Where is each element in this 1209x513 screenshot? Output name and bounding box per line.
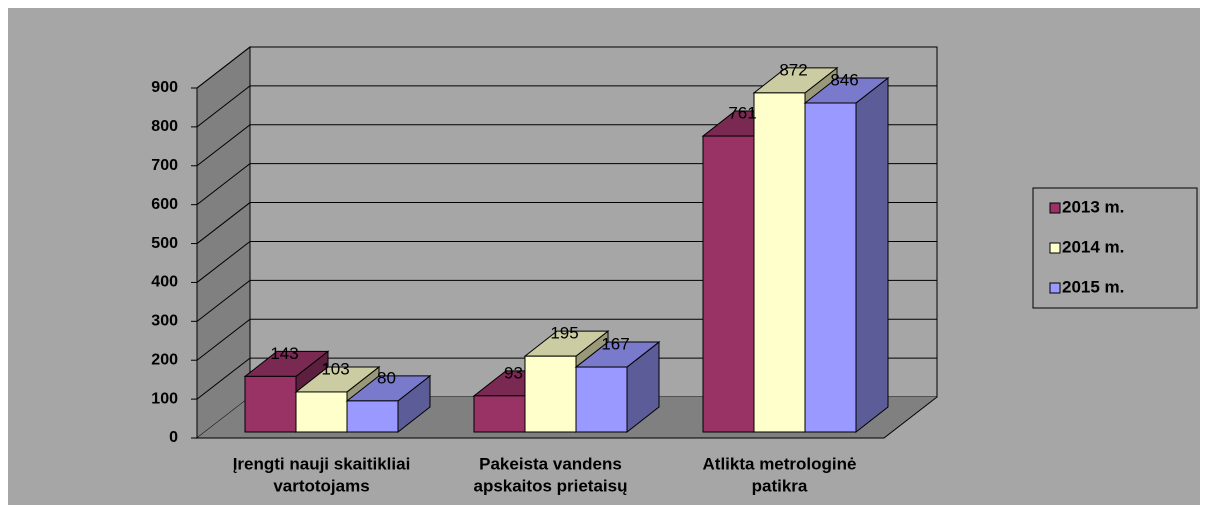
y-tick-label: 300 <box>151 313 178 330</box>
floor-edge <box>197 396 938 439</box>
bar <box>346 400 399 433</box>
legend-marker <box>1049 202 1061 214</box>
data-label: 761 <box>728 104 756 123</box>
data-label: 846 <box>830 70 858 89</box>
y-tick-label: 0 <box>169 429 178 446</box>
data-label: 93 <box>504 363 523 382</box>
x-tick-label: apskaitos prietaisų <box>473 476 627 495</box>
y-tick-label: 100 <box>151 390 178 407</box>
grid-line <box>196 85 937 128</box>
y-tick-label: 800 <box>151 118 178 135</box>
y-tick-label: 600 <box>151 196 178 213</box>
y-tick-label: 700 <box>151 157 178 174</box>
grid-line <box>196 124 937 167</box>
x-tick-label: patikra <box>752 476 808 495</box>
data-label: 143 <box>270 344 298 363</box>
data-label: 80 <box>377 368 396 387</box>
bar <box>804 102 857 433</box>
bar <box>473 395 526 433</box>
x-tick-label: Įrengti nauji skaitikliai <box>233 454 411 473</box>
legend-marker <box>1049 282 1061 294</box>
x-tick-label: Atlikta metrologinė <box>703 454 857 473</box>
bar-side <box>855 76 889 434</box>
legend-label: 2015 m. <box>1062 277 1124 296</box>
data-label: 103 <box>321 359 349 378</box>
data-label: 167 <box>601 335 629 354</box>
x-tick-label: vartotojams <box>273 476 369 495</box>
bar <box>575 366 628 433</box>
legend-label: 2013 m. <box>1062 197 1124 216</box>
y-tick-label: 200 <box>151 351 178 368</box>
legend-label: 2014 m. <box>1062 237 1124 256</box>
bar <box>753 92 806 433</box>
bar <box>244 375 297 433</box>
bar <box>295 391 348 433</box>
legend-marker <box>1049 242 1061 254</box>
data-label: 872 <box>779 60 807 79</box>
data-label: 195 <box>550 324 578 343</box>
y-tick-label: 400 <box>151 274 178 291</box>
x-tick-label: Pakeista vandens <box>479 454 622 473</box>
y-tick-label: 900 <box>151 79 178 96</box>
grid-line <box>196 46 937 89</box>
side-wall <box>196 45 251 440</box>
y-tick-label: 500 <box>151 235 178 252</box>
bar <box>524 355 577 433</box>
bar <box>702 135 755 433</box>
